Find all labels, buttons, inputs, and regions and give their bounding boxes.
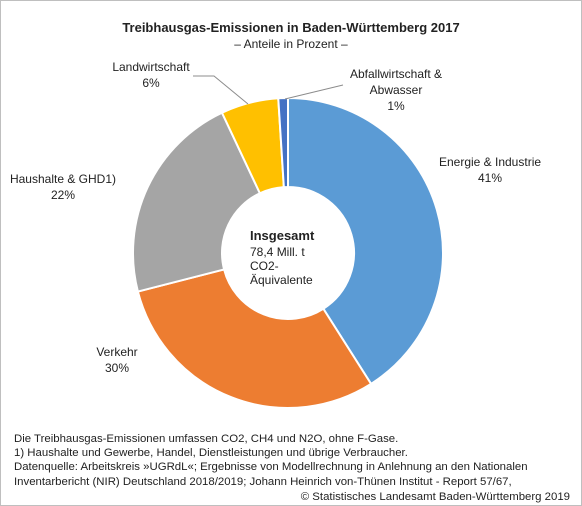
slice-value-label: 1% <box>387 99 405 113</box>
footnote-line: Datenquelle: Arbeitskreis »UGRdL«; Ergeb… <box>14 461 528 474</box>
slice-name-label: Verkehr <box>96 345 137 359</box>
slice-haushalte-ghd1 <box>132 111 262 293</box>
chart-subtitle: – Anteile in Prozent – <box>234 37 348 51</box>
copyright-note: © Statistisches Landesamt Baden-Württemb… <box>300 491 570 503</box>
slice-name-label: Energie & Industrie <box>439 155 541 169</box>
slice-name-label: Abfallwirtschaft & <box>350 67 442 81</box>
chart-title: Treibhausgas-Emissionen in Baden-Württem… <box>122 20 460 35</box>
center-line: Äquivalente <box>250 273 313 287</box>
slice-value-label: 22% <box>51 188 75 202</box>
slice-verkehr <box>136 268 373 409</box>
slice-name-label: Haushalte & GHD1) <box>10 172 116 186</box>
center-line: 78,4 Mill. t <box>250 245 305 259</box>
footnote-line: Die Treibhausgas-Emissionen umfassen CO2… <box>14 433 399 445</box>
center-line: CO2- <box>250 259 279 273</box>
footnote-line: Inventarbericht (NIR) Deutschland 2018/2… <box>14 475 512 488</box>
footnotes: Die Treibhausgas-Emissionen umfassen CO2… <box>14 432 574 489</box>
slice-name-label: Landwirtschaft <box>112 60 190 74</box>
footnote-line: 1) Haushalte und Gewerbe, Handel, Dienst… <box>14 447 408 460</box>
slice-value-label: 30% <box>105 361 129 375</box>
center-heading: Insgesamt <box>250 228 315 243</box>
slice-value-label: 41% <box>478 171 502 185</box>
slice-abfallwirtschaft-abwasser <box>277 96 289 189</box>
slice-name-label: Abwasser <box>370 83 423 97</box>
donut-chart: Energie & Industrie 41% Verkehr 30% Haushalt… <box>10 60 541 409</box>
slice-value-label: 6% <box>142 76 160 90</box>
leader-line <box>193 75 249 105</box>
leader-line <box>284 84 344 100</box>
